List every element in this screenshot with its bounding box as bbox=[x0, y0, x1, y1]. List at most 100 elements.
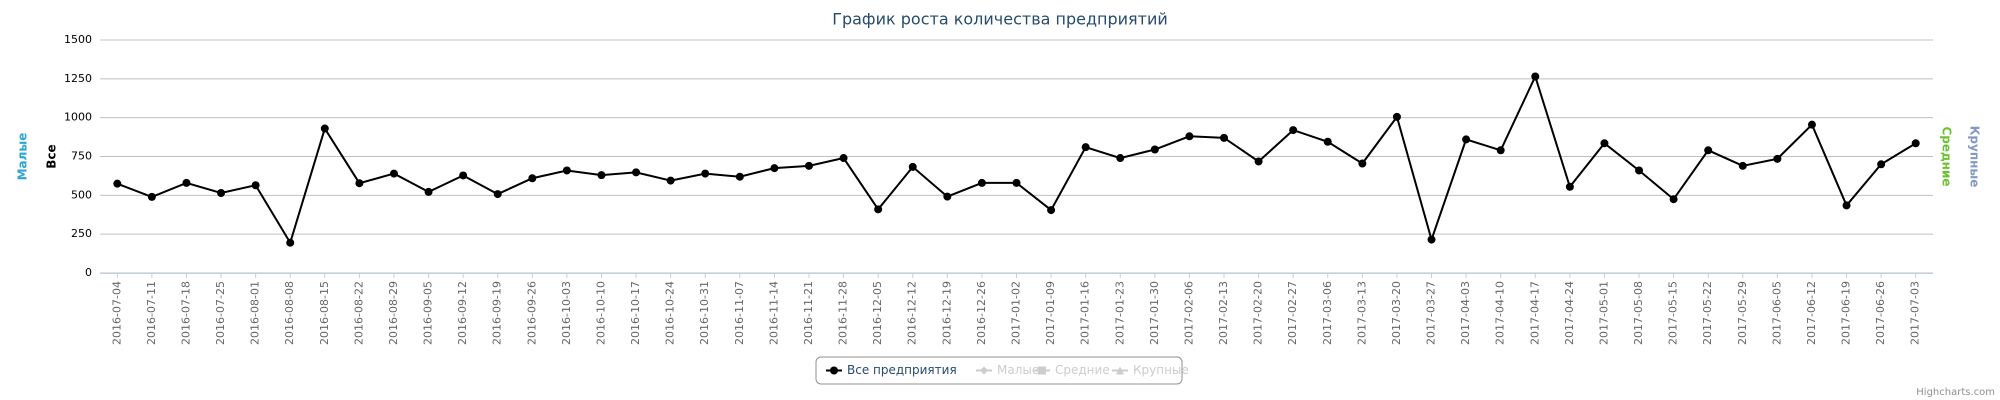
x-tick-label: 2016-11-21 bbox=[802, 281, 815, 345]
legend-label[interactable]: Малые bbox=[997, 363, 1039, 377]
data-point bbox=[1081, 143, 1090, 152]
x-tick-label: 2017-03-06 bbox=[1321, 281, 1334, 345]
x-tick-label: 2016-07-04 bbox=[110, 281, 123, 345]
data-point bbox=[632, 168, 641, 177]
x-tick-label: 2017-06-19 bbox=[1840, 281, 1853, 345]
data-point bbox=[493, 190, 502, 199]
legend-marker bbox=[1038, 366, 1046, 375]
data-point bbox=[528, 174, 537, 183]
data-point bbox=[562, 166, 571, 175]
axis-title: Малые bbox=[16, 133, 30, 181]
data-point bbox=[597, 171, 606, 180]
x-tick-label: 2016-10-31 bbox=[698, 281, 711, 345]
x-tick-label: 2017-01-09 bbox=[1044, 281, 1057, 345]
data-point bbox=[1877, 160, 1886, 169]
x-tick-label: 2017-04-03 bbox=[1459, 281, 1472, 345]
x-tick-label: 2016-07-11 bbox=[145, 281, 158, 345]
data-point bbox=[804, 161, 813, 170]
data-point bbox=[147, 192, 156, 201]
x-tick-label: 2016-08-01 bbox=[249, 281, 262, 345]
data-point bbox=[1323, 137, 1332, 146]
legend-marker bbox=[830, 366, 838, 375]
x-tick-label: 2017-05-22 bbox=[1701, 281, 1714, 345]
chart-title: График роста количества предприятий bbox=[832, 10, 1168, 29]
x-tick-label: 2016-12-19 bbox=[940, 281, 953, 345]
data-point bbox=[908, 162, 917, 171]
x-tick-label: 2016-10-03 bbox=[560, 281, 573, 345]
x-tick-label: 2016-08-08 bbox=[283, 281, 296, 345]
data-point bbox=[1116, 154, 1125, 163]
x-tick-label: 2017-04-10 bbox=[1494, 281, 1507, 345]
legend-marker bbox=[980, 366, 988, 375]
x-tick-label: 2016-11-07 bbox=[733, 281, 746, 345]
data-point bbox=[977, 178, 986, 187]
x-tick-label: 2016-09-26 bbox=[525, 281, 538, 345]
x-tick-label: 2017-06-05 bbox=[1770, 281, 1783, 345]
x-tick-label: 2017-05-15 bbox=[1667, 281, 1680, 345]
data-point bbox=[1185, 132, 1194, 141]
data-point bbox=[1427, 235, 1436, 244]
legend-label[interactable]: Средние bbox=[1055, 363, 1110, 377]
x-tick-label: 2016-09-05 bbox=[422, 281, 435, 345]
data-point bbox=[113, 179, 122, 188]
x-tick-label: 2017-07-03 bbox=[1909, 281, 1922, 345]
data-point bbox=[701, 169, 710, 178]
data-point bbox=[1150, 145, 1159, 154]
axis-title: Все bbox=[45, 144, 59, 168]
credits[interactable]: Highcharts.com bbox=[1916, 387, 1995, 398]
data-point bbox=[770, 164, 779, 173]
x-tick-label: 2017-02-13 bbox=[1217, 281, 1230, 345]
legend-box bbox=[815, 356, 1183, 385]
data-point bbox=[251, 181, 260, 190]
data-point bbox=[459, 171, 468, 180]
y-tick-label: 500 bbox=[71, 188, 92, 201]
data-point bbox=[1773, 154, 1782, 163]
data-point bbox=[1600, 139, 1609, 148]
x-tick-label: 2017-04-24 bbox=[1563, 281, 1576, 345]
x-tick-label: 2016-09-19 bbox=[491, 281, 504, 345]
data-point bbox=[1531, 72, 1540, 81]
x-tick-label: 2017-06-12 bbox=[1805, 281, 1818, 345]
x-tick-label: 2017-05-08 bbox=[1632, 281, 1645, 345]
data-point bbox=[1392, 112, 1401, 121]
x-tick-label: 2017-03-13 bbox=[1355, 281, 1368, 345]
data-point bbox=[1911, 139, 1920, 148]
x-tick-label: 2017-02-27 bbox=[1286, 281, 1299, 345]
data-point bbox=[1738, 161, 1747, 170]
x-tick-label: 2017-01-30 bbox=[1148, 281, 1161, 345]
x-tick-label: 2017-05-29 bbox=[1736, 281, 1749, 345]
data-point bbox=[1496, 146, 1505, 155]
y-tick-label: 1250 bbox=[64, 72, 92, 85]
x-tick-label: 2016-12-26 bbox=[975, 281, 988, 345]
x-tick-label: 2016-09-12 bbox=[456, 281, 469, 345]
x-tick-label: 2016-10-17 bbox=[629, 281, 642, 345]
data-point bbox=[666, 176, 675, 185]
data-point bbox=[839, 154, 848, 163]
data-point bbox=[1289, 126, 1298, 135]
x-tick-label: 2017-03-27 bbox=[1425, 281, 1438, 345]
x-tick-label: 2016-07-25 bbox=[214, 281, 227, 345]
x-tick-label: 2017-01-23 bbox=[1113, 281, 1126, 345]
data-point bbox=[286, 238, 295, 247]
y-tick-label: 0 bbox=[85, 266, 92, 279]
y-tick-label: 750 bbox=[71, 150, 92, 163]
data-point bbox=[182, 178, 191, 187]
data-point bbox=[424, 187, 433, 196]
x-tick-label: 2017-01-16 bbox=[1079, 281, 1092, 345]
data-point bbox=[943, 192, 952, 201]
data-point bbox=[1220, 133, 1229, 142]
x-tick-label: 2017-03-20 bbox=[1390, 281, 1403, 345]
legend-marker bbox=[1116, 366, 1124, 375]
data-point bbox=[1635, 166, 1644, 175]
data-point bbox=[1842, 201, 1851, 210]
x-tick-label: 2016-08-29 bbox=[387, 281, 400, 345]
data-point bbox=[320, 124, 329, 133]
y-tick-label: 1500 bbox=[64, 33, 92, 46]
x-tick-label: 2017-05-01 bbox=[1597, 281, 1610, 345]
x-tick-label: 2016-12-05 bbox=[871, 281, 884, 345]
legend-label[interactable]: Крупные bbox=[1133, 363, 1189, 377]
data-point bbox=[1807, 120, 1816, 129]
legend-label[interactable]: Все предприятия bbox=[847, 363, 957, 377]
data-point bbox=[1358, 159, 1367, 168]
